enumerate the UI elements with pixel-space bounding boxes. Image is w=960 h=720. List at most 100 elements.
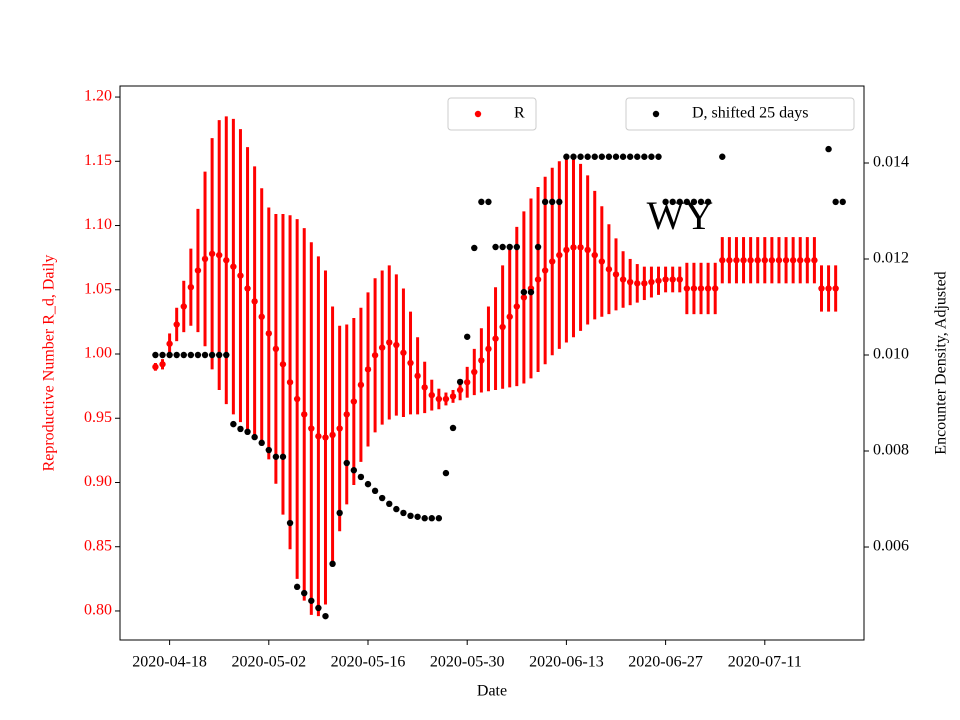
point [605,266,613,273]
point [336,425,343,432]
legend-label: D, shifted 25 days [692,105,808,122]
point [662,276,669,283]
y-tick-label: 0.95 [84,409,112,426]
point [726,257,733,264]
point [520,288,528,296]
point [428,515,435,522]
point [414,513,421,520]
point [832,285,839,292]
point [223,257,230,264]
point [329,560,336,568]
point [407,512,414,520]
point [513,243,520,251]
y-tick-label: 0.80 [84,602,112,619]
point [584,246,591,254]
point [612,153,620,160]
point [811,257,818,264]
point [825,145,832,153]
point [719,257,726,264]
point [761,257,768,264]
point [322,612,329,620]
point [612,271,620,278]
point [442,469,450,477]
point [166,340,173,347]
point [697,198,705,206]
point [435,515,443,522]
point [556,251,563,259]
point [563,153,570,160]
point [265,446,272,454]
point [286,519,294,527]
point [279,361,287,368]
point [570,153,577,160]
point [230,420,237,428]
point [541,198,549,206]
point [492,335,499,342]
point [435,395,443,403]
point [166,351,173,359]
point [456,378,464,386]
y-tick-label: 1.05 [84,280,112,297]
point [704,285,712,292]
y2-axis-label: Encounter Density, Adjusted [933,271,950,454]
x-tick-label: 2020-05-02 [231,654,306,671]
point [279,453,287,460]
point [194,351,202,359]
point [301,589,308,597]
point [322,434,329,441]
point [251,298,258,305]
point [173,321,180,328]
y2-tick-label: 0.006 [873,538,909,555]
point [683,285,691,292]
point [201,255,209,263]
point [449,424,457,432]
point [329,431,336,439]
point [648,153,655,160]
point [775,257,783,264]
point [180,303,187,310]
point [194,267,202,274]
point [421,384,428,391]
point [208,250,216,257]
point [712,285,719,292]
point [797,257,804,264]
point [789,257,797,264]
point [237,425,244,433]
point [421,515,428,522]
point [286,379,294,386]
point [237,272,244,279]
point [315,433,322,440]
point [492,243,499,251]
point [577,244,584,251]
point [464,333,471,340]
point [669,198,676,206]
point [208,351,216,359]
y-axis-label: Reproductive Number R_d, Daily [41,255,58,472]
point [619,153,627,160]
point [244,428,251,436]
point [740,257,747,264]
x-axis-label: Date [477,683,507,700]
point [719,153,726,160]
point [839,198,846,206]
x-tick-label: 2020-04-18 [132,654,207,671]
point [258,313,265,320]
point [272,345,280,353]
point [520,294,528,301]
point [499,323,506,331]
point [357,381,365,389]
point [527,288,535,296]
point [386,500,393,508]
point [747,257,754,264]
point [400,349,407,356]
point [768,257,776,264]
point [534,243,542,251]
point [258,439,265,447]
point [343,459,350,467]
point [655,277,662,284]
point [223,351,230,359]
point [478,198,485,206]
y-tick-label: 0.90 [84,473,112,490]
point [244,285,251,292]
point [690,198,698,206]
